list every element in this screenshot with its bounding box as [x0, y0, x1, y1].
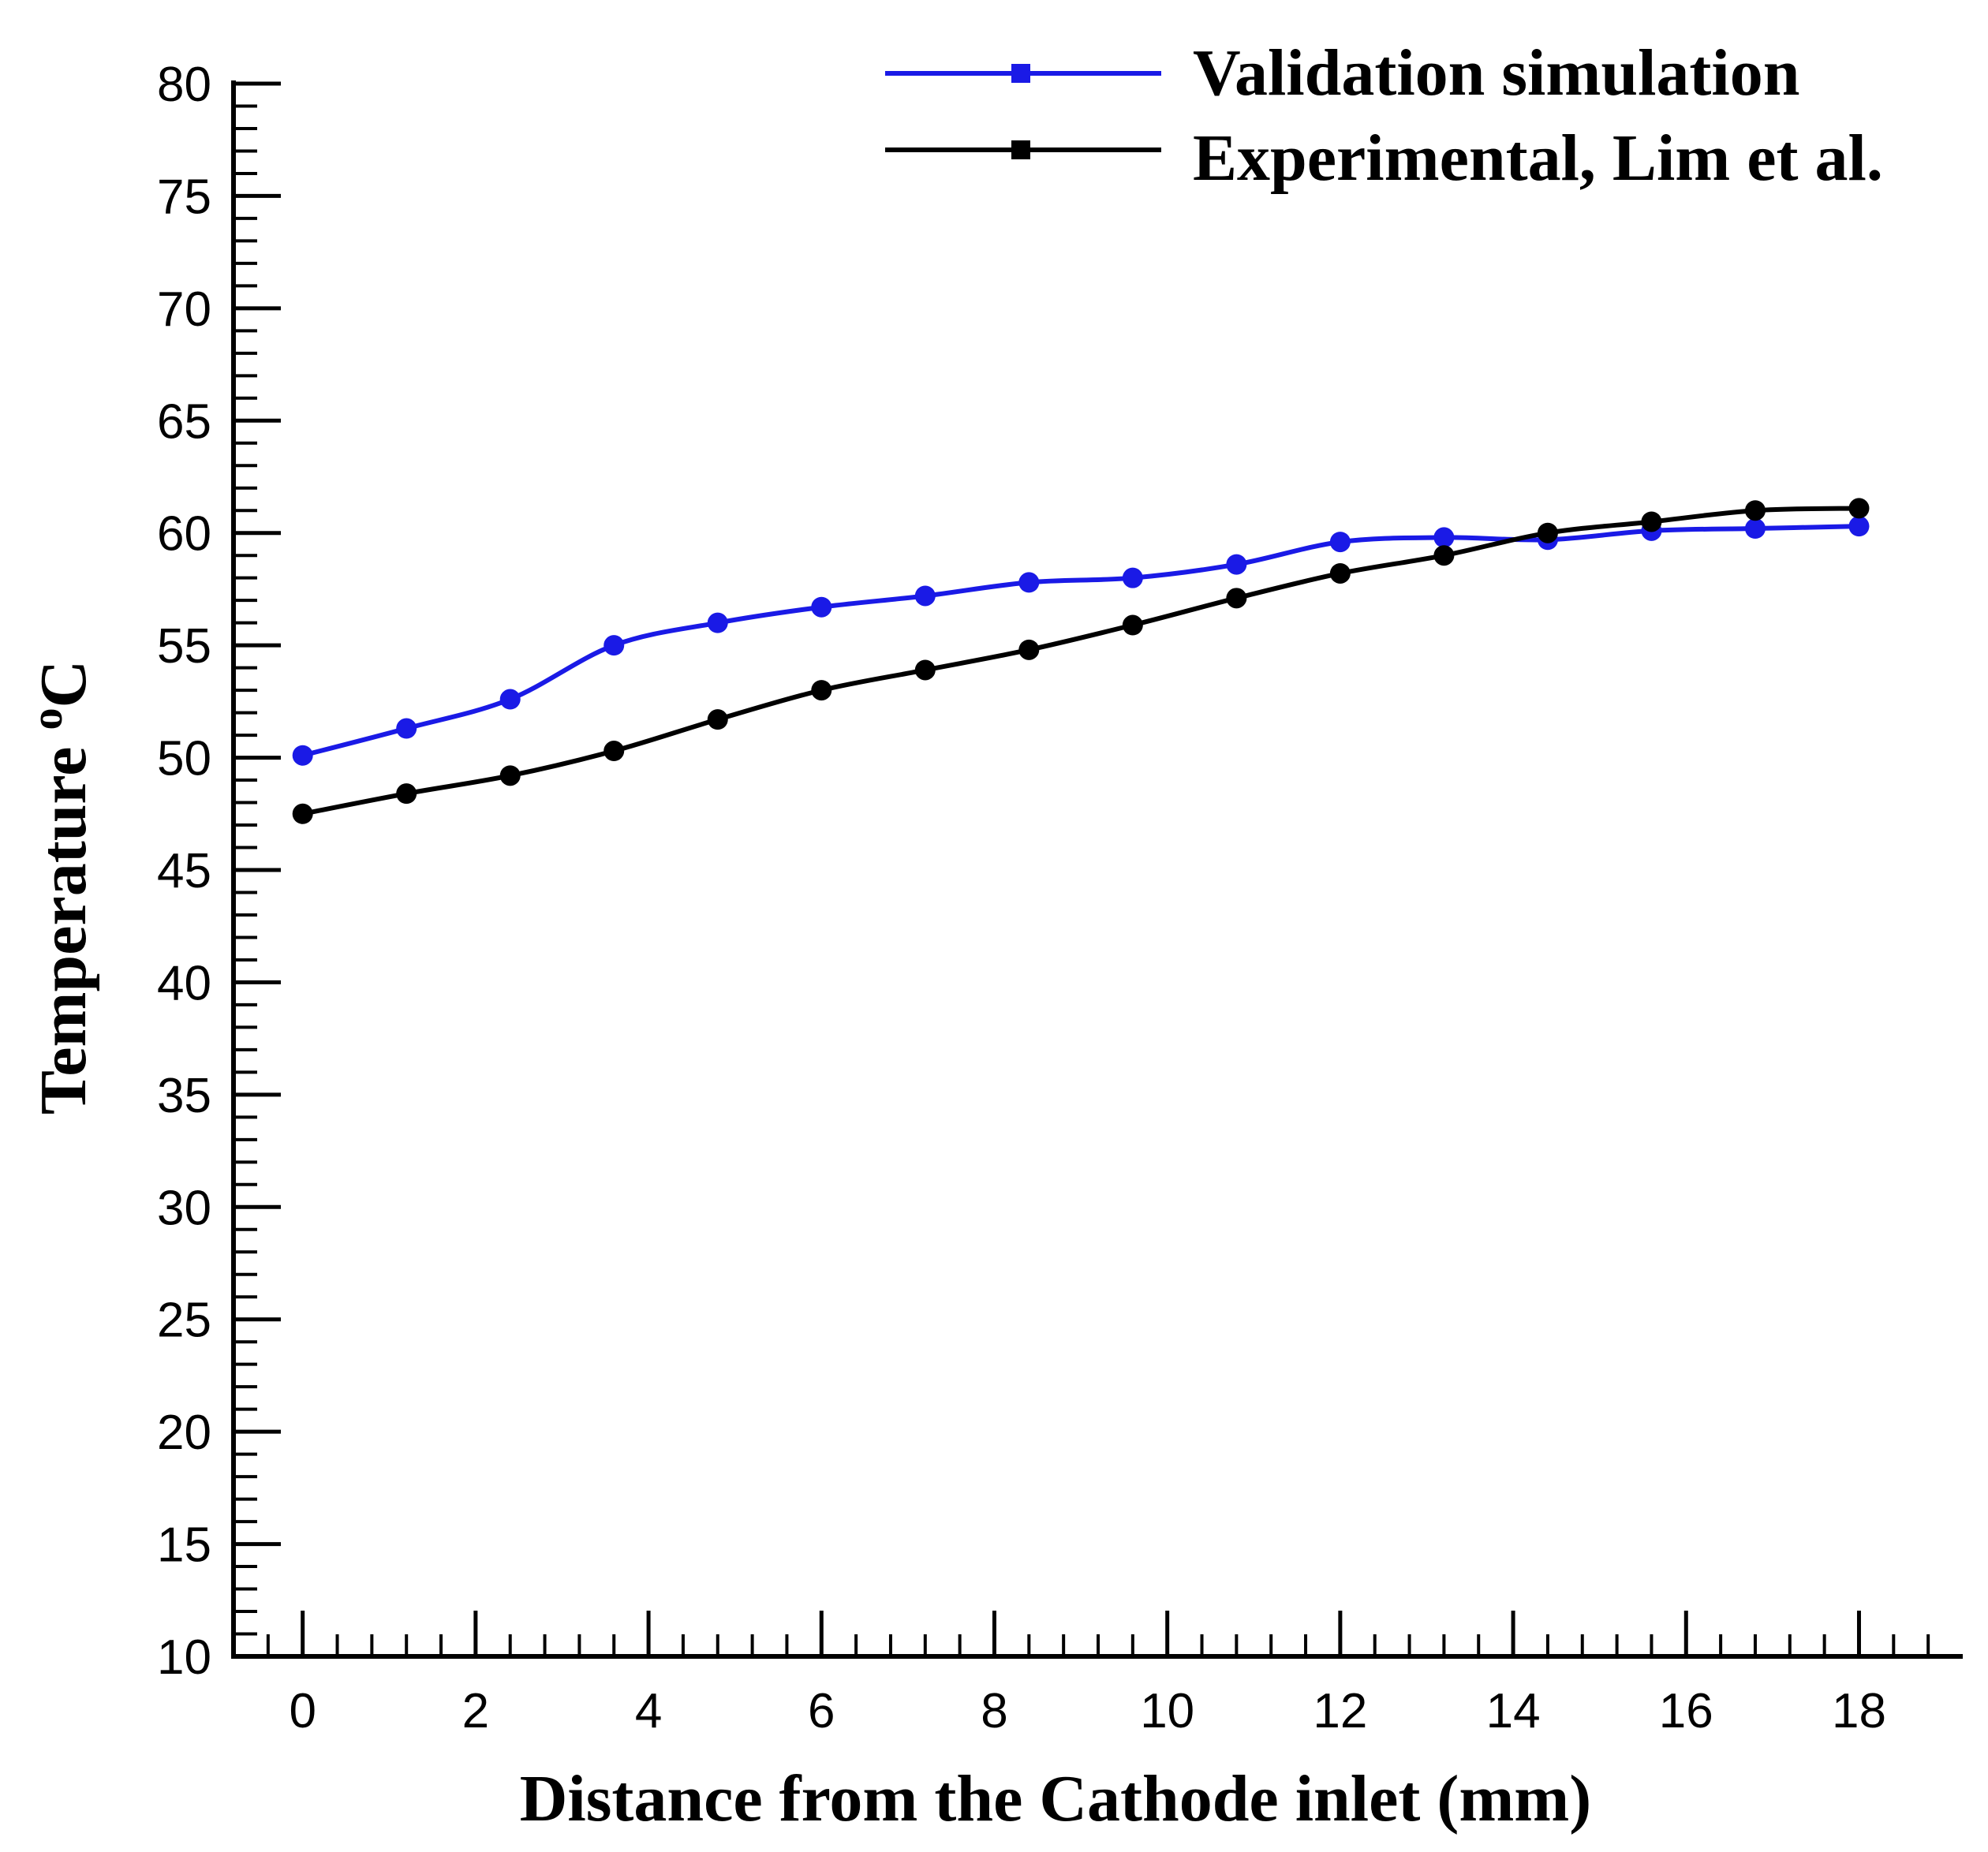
y-tick-label: 45: [157, 844, 211, 898]
data-point: [1744, 500, 1766, 521]
x-tick-label: 0: [289, 1684, 316, 1738]
series-line: [301, 524, 1859, 758]
y-tick-label: 50: [157, 732, 211, 786]
y-tick-label: 25: [157, 1294, 211, 1348]
legend-marker-experimental: [1011, 140, 1030, 159]
major-ticks: [234, 81, 1861, 1659]
data-point: [1433, 527, 1455, 548]
y-tick-label: 30: [157, 1181, 211, 1235]
data-point: [1848, 498, 1870, 519]
data-point: [1226, 554, 1247, 575]
legend: Validation simulation Experimental, Lim …: [885, 36, 1883, 195]
legend-label-experimental: Experimental, Lim et al.: [1193, 121, 1883, 195]
data-point: [1329, 562, 1351, 584]
y-tick-label: 40: [157, 956, 211, 1010]
x-axis-title: Distance from the Cathode inlet (mm): [520, 1762, 1592, 1835]
data-point: [1744, 518, 1766, 540]
y-axis-title: Temperature oC: [23, 660, 100, 1115]
x-tick-label: 6: [808, 1684, 835, 1738]
series-experimental-lim: [292, 498, 1870, 824]
y-tick-label: 55: [157, 619, 211, 674]
x-tick-label: 18: [1832, 1684, 1886, 1738]
x-tick-label: 14: [1486, 1684, 1541, 1738]
y-tick-label: 75: [157, 170, 211, 224]
x-tick-label: 4: [635, 1684, 662, 1738]
data-point: [1226, 588, 1247, 609]
legend-marker-validation: [1011, 64, 1030, 83]
y-tick-label: 20: [157, 1406, 211, 1460]
data-point: [811, 596, 832, 618]
x-tick-label: 2: [462, 1684, 489, 1738]
data-point: [707, 709, 728, 730]
data-point: [292, 745, 313, 766]
data-point: [604, 741, 625, 762]
y-tick-label: 35: [157, 1069, 211, 1123]
data-point: [499, 765, 521, 786]
y-tick-label: 70: [157, 282, 211, 337]
series-line: [302, 506, 1859, 816]
series-validation-simulation: [292, 516, 1870, 766]
data-point: [1537, 522, 1558, 543]
y-axis-title-superscript: o: [23, 708, 72, 730]
y-tick-labels: 10 15 20 25 30 35 40 45 50 55 60 65 70 75 80: [157, 58, 211, 1685]
data-point: [914, 585, 936, 607]
data-point: [914, 659, 936, 681]
data-point: [604, 635, 625, 656]
x-tick-label: 16: [1659, 1684, 1713, 1738]
legend-label-validation: Validation simulation: [1193, 36, 1799, 110]
minor-ticks: [232, 82, 1930, 1658]
data-point: [1122, 567, 1143, 588]
data-point: [811, 680, 832, 701]
data-point: [1018, 639, 1040, 660]
x-tick-label: 10: [1140, 1684, 1194, 1738]
data-point: [396, 718, 417, 739]
y-axis-title-main: Temperature: [27, 730, 100, 1115]
data-point: [1641, 511, 1662, 532]
x-tick-label: 8: [981, 1684, 1007, 1738]
data-point: [396, 783, 417, 805]
data-point: [292, 803, 313, 824]
data-point: [1433, 545, 1455, 566]
data-point: [499, 689, 521, 710]
data-point: [1329, 532, 1351, 553]
y-tick-label: 80: [157, 58, 211, 112]
x-tick-label: 12: [1313, 1684, 1367, 1738]
data-point: [707, 612, 728, 633]
series-layer: [292, 498, 1870, 824]
y-axis-title-unit: C: [27, 660, 100, 708]
x-tick-labels: 0 2 4 6 8 10 12 14 16 18: [289, 1684, 1886, 1738]
y-tick-label: 15: [157, 1518, 211, 1573]
y-tick-label: 60: [157, 507, 211, 562]
y-tick-label: 10: [157, 1630, 211, 1685]
data-point: [1122, 614, 1143, 636]
y-tick-label: 65: [157, 394, 211, 449]
data-point: [1018, 572, 1040, 593]
data-point: [1848, 516, 1870, 537]
